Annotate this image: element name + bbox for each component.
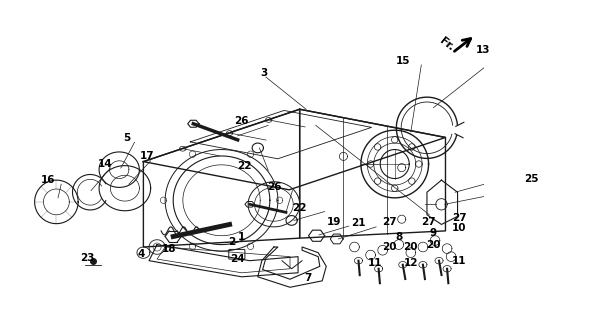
Text: 20: 20: [426, 240, 441, 250]
Text: 27: 27: [452, 213, 466, 223]
Text: 15: 15: [395, 56, 410, 66]
Text: 17: 17: [140, 151, 154, 161]
Text: 19: 19: [327, 217, 341, 227]
Text: 18: 18: [162, 244, 177, 254]
Text: 27: 27: [382, 217, 397, 227]
Text: 9: 9: [429, 228, 436, 237]
Text: 4: 4: [137, 249, 145, 259]
Text: 25: 25: [525, 173, 539, 184]
Text: 20: 20: [404, 242, 418, 252]
Text: 10: 10: [452, 223, 466, 234]
Text: 2: 2: [228, 237, 236, 247]
Text: 23: 23: [80, 253, 94, 263]
Text: 3: 3: [261, 68, 268, 78]
Text: 20: 20: [382, 242, 396, 252]
Text: 22: 22: [293, 203, 307, 213]
Text: 12: 12: [404, 258, 418, 268]
Text: 7: 7: [304, 273, 311, 284]
FancyBboxPatch shape: [229, 249, 245, 259]
Text: 26: 26: [267, 181, 281, 192]
Text: 11: 11: [452, 256, 466, 266]
Text: 11: 11: [367, 258, 382, 268]
Text: 16: 16: [41, 175, 55, 185]
Text: 8: 8: [395, 232, 403, 242]
Text: 21: 21: [351, 218, 366, 228]
Text: Fr.: Fr.: [438, 36, 456, 52]
Text: 22: 22: [237, 162, 251, 172]
Text: 14: 14: [97, 159, 112, 169]
Text: 5: 5: [124, 133, 131, 143]
Text: 24: 24: [230, 254, 245, 264]
Text: 26: 26: [234, 116, 249, 126]
Text: 13: 13: [476, 44, 490, 55]
Text: 1: 1: [238, 232, 245, 242]
Text: 27: 27: [421, 217, 436, 227]
